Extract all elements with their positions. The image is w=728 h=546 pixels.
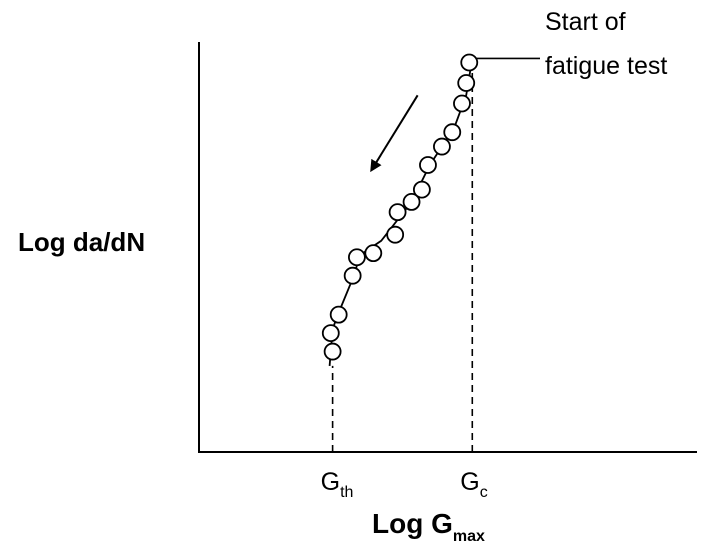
x-axis-label: Log Gmax xyxy=(372,508,485,545)
data-point xyxy=(412,180,431,199)
annotation-line-1: Start of xyxy=(545,8,626,36)
guide-lines xyxy=(331,58,474,452)
data-point xyxy=(323,342,342,361)
x-tick-label: Gc xyxy=(460,468,487,501)
data-point xyxy=(443,123,462,142)
data-point xyxy=(460,53,479,72)
x-tick-label-subscript: th xyxy=(340,484,353,501)
data-point xyxy=(364,244,383,263)
fit-curve-group xyxy=(328,57,540,366)
data-point xyxy=(457,74,476,92)
data-point xyxy=(343,266,362,285)
data-point xyxy=(321,324,340,343)
axes xyxy=(198,42,697,453)
x-axis-label-subscript: max xyxy=(453,528,485,545)
data-point xyxy=(348,248,366,267)
x-tick-label-subscript: c xyxy=(480,484,488,501)
data-point xyxy=(402,192,421,211)
data-points xyxy=(321,53,479,361)
y-axis-label: Log da/dN xyxy=(18,227,145,257)
x-axis-label-base: Log G xyxy=(372,508,453,539)
data-point xyxy=(433,137,451,156)
x-tick-label: Gth xyxy=(321,468,354,501)
x-tick-label-base: G xyxy=(460,468,479,496)
direction-arrow xyxy=(370,94,419,173)
data-point xyxy=(386,225,405,244)
annotation-line-2: fatigue test xyxy=(545,52,667,80)
direction-arrow-group xyxy=(370,94,419,173)
data-point xyxy=(388,203,407,222)
data-point xyxy=(419,156,437,174)
data-point xyxy=(453,94,471,113)
labels: Log da/dN Log Gmax Start of fatigue test… xyxy=(18,8,667,545)
x-tick-label-base: G xyxy=(321,468,340,496)
data-point xyxy=(329,305,348,324)
